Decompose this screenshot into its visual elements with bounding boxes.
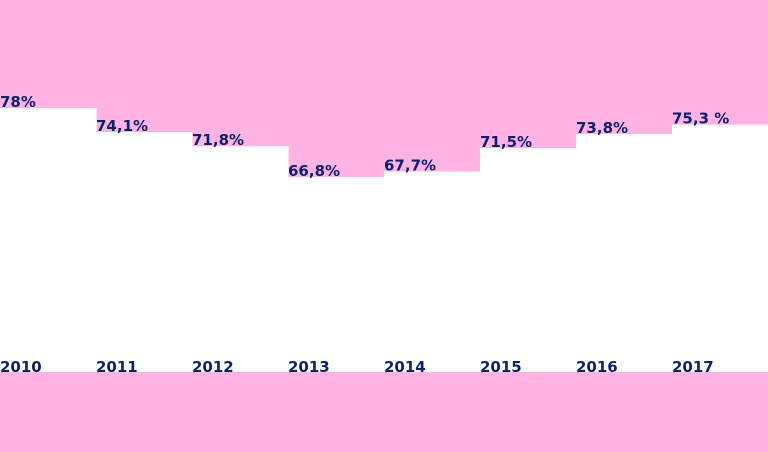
value-label-2011: 74,1% <box>96 117 148 135</box>
step-bar-2017 <box>672 124 768 372</box>
year-label-2016: 2016 <box>576 358 618 376</box>
value-label-2012: 71,8% <box>192 131 244 149</box>
value-label-2017: 75,3 % <box>672 110 729 128</box>
year-label-2011: 2011 <box>96 358 138 376</box>
year-label-2012: 2012 <box>192 358 234 376</box>
step-bar-2015 <box>480 148 577 372</box>
step-bar-2011 <box>96 132 193 372</box>
value-label-2010: 78% <box>0 93 36 111</box>
value-label-2016: 73,8% <box>576 119 628 137</box>
step-bar-2013 <box>288 177 385 372</box>
step-bar-2012 <box>192 146 289 372</box>
step-bar-2016 <box>576 133 673 372</box>
year-label-2010: 2010 <box>0 358 42 376</box>
year-labels: 2010 2011 2012 2013 2014 2015 2016 2017 <box>0 358 714 376</box>
value-label-2013: 66,8% <box>288 162 340 180</box>
year-label-2015: 2015 <box>480 358 522 376</box>
value-labels: 78% 74,1% 71,8% 66,8% 67,7% 71,5% 73,8% 75,3 % <box>0 93 729 180</box>
area-steps <box>0 108 768 372</box>
value-label-2015: 71,5% <box>480 133 532 151</box>
step-bar-2014 <box>384 171 481 372</box>
year-label-2017: 2017 <box>672 358 714 376</box>
value-label-2014: 67,7% <box>384 157 436 175</box>
step-bar-2010 <box>0 108 97 372</box>
year-label-2013: 2013 <box>288 358 330 376</box>
year-label-2014: 2014 <box>384 358 426 376</box>
